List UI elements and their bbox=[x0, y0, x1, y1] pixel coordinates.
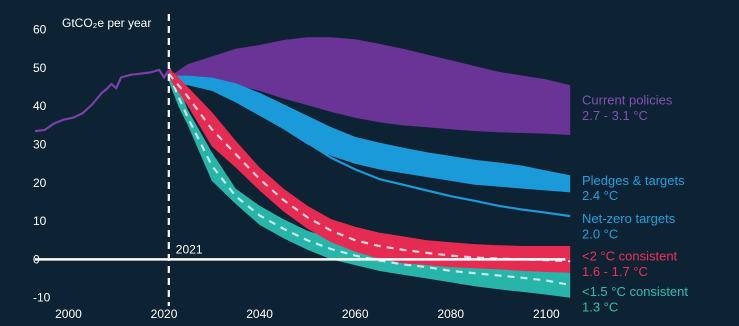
y-tick-label: 0 bbox=[33, 252, 40, 266]
series-label-2-c-consistent: <2 °C consistent bbox=[582, 249, 678, 264]
series-label-net-zero-targets: Net-zero targets bbox=[582, 211, 676, 226]
y-tick-label: -10 bbox=[33, 291, 51, 305]
series-value-label-2-c-consistent: 1.6 - 1.7 °C bbox=[582, 264, 648, 279]
y-tick-label: 20 bbox=[33, 176, 47, 190]
x-tick-label: 2080 bbox=[437, 307, 464, 321]
x-tick-label: 2020 bbox=[151, 307, 178, 321]
series-median-1-5-c-consistent bbox=[167, 73, 571, 287]
year-marker-label: 2021 bbox=[176, 242, 203, 256]
y-tick-label: 50 bbox=[33, 61, 47, 75]
series-value-label-1-5-c-consistent: 1.3 °C bbox=[582, 299, 618, 314]
x-tick-label: 2040 bbox=[246, 307, 273, 321]
series-label-current-policies: Current policies bbox=[582, 92, 673, 107]
series-value-label-net-zero-targets: 2.0 °C bbox=[582, 227, 618, 242]
x-tick-label: 2100 bbox=[533, 307, 560, 321]
x-tick-label: 2060 bbox=[342, 307, 369, 321]
y-tick-label: 40 bbox=[33, 99, 47, 113]
series-value-label-pledges-targets: 2.4 °C bbox=[582, 188, 618, 203]
y-tick-label: 10 bbox=[33, 214, 47, 228]
series-label-pledges-targets: Pledges & targets bbox=[582, 173, 685, 188]
axes-layer: 2021 60 50 40 30 20 10 0 -10 2000 2020 2040 2060 2080… bbox=[33, 14, 566, 321]
x-tick-label: 2000 bbox=[55, 307, 82, 321]
series-label-1-5-c-consistent: <1.5 °C consistent bbox=[582, 284, 688, 299]
y-tick-label: 30 bbox=[33, 138, 47, 152]
series-median-2-c-consistent bbox=[167, 72, 571, 263]
y-axis-unit-label: GtCO₂e per year bbox=[62, 16, 151, 30]
series-band-pledges-targets bbox=[173, 75, 571, 193]
series-band-current-policies bbox=[173, 37, 571, 135]
historical-emissions-line bbox=[34, 68, 170, 133]
series-line-net-zero-targets bbox=[173, 78, 571, 218]
series-layer bbox=[34, 37, 571, 298]
y-tick-label: 60 bbox=[33, 23, 47, 37]
series-band-2-c-consistent bbox=[168, 67, 571, 273]
series-value-label-current-policies: 2.7 - 3.1 °C bbox=[582, 108, 648, 123]
